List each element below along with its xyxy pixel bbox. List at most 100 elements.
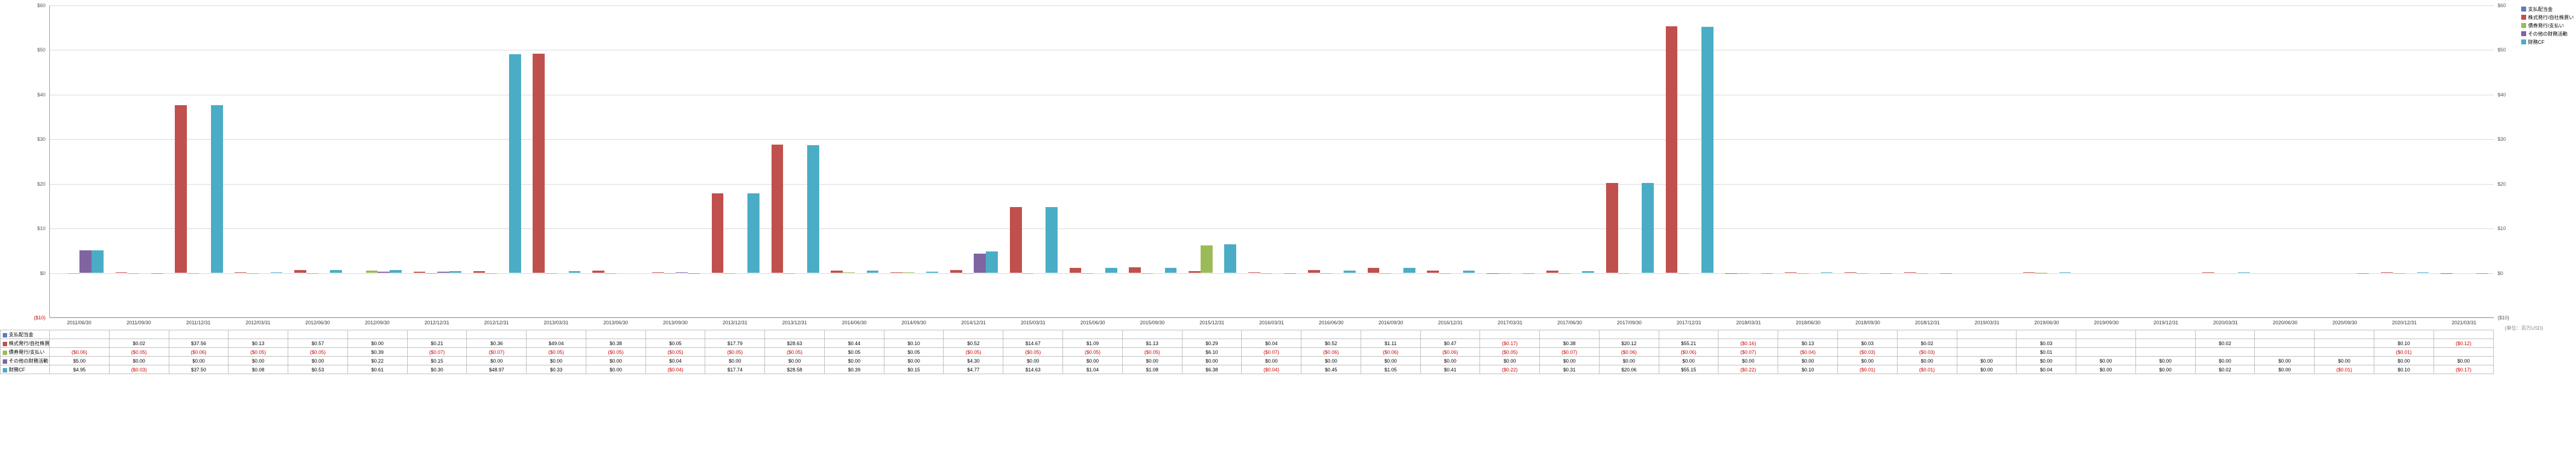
table-cell: ($0.05) [527,348,586,357]
bar [1308,270,1320,272]
table-cell [1718,330,1778,339]
table-cell: $0.00 [288,357,348,365]
table-cell: ($0.07) [1242,348,1301,357]
table-cell: $37.56 [169,339,229,348]
table-cell [1122,330,1182,339]
table-cell: $0.00 [1957,365,2017,374]
x-axis-label: 2017/12/31 [1677,320,1701,325]
table-cell: $0.04 [646,357,705,365]
bar [569,271,581,273]
bar [330,270,342,272]
table-cell [1003,330,1063,339]
legend-item: 株式発行/自社株買い [2521,14,2574,21]
table-cell: $0.45 [1301,365,1361,374]
table-cell: $1.09 [1063,339,1123,348]
table-cell: $28.63 [765,339,825,348]
bar [747,193,759,272]
table-cell [50,330,110,339]
table-cell: ($0.01) [2315,365,2374,374]
table-cell: $0.02 [2195,339,2255,348]
x-axis-label: 2016/06/30 [1319,320,1344,325]
table-cell: $0.00 [1361,357,1420,365]
table-cell: $28.58 [765,365,825,374]
bar [712,193,724,273]
table-row-header: 債券発行/支払い [1,348,50,357]
table-cell: $0.47 [1420,339,1480,348]
table-cell: $14.67 [1003,339,1063,348]
bar [1368,268,1380,273]
bar [390,270,402,273]
bar [1725,273,1737,274]
table-cell: ($0.05) [229,348,288,357]
x-axis-label: 2020/06/30 [2273,320,2298,325]
data-table: 支払配当金株式発行/自社株買い$0.02$37.56$0.13$0.57$0.0… [0,330,2494,374]
table-cell [1778,330,1838,339]
x-axis-label: 2011/09/30 [127,320,151,325]
y-tick-right: $0 [2498,271,2503,276]
table-cell [2135,348,2195,357]
table-cell [527,330,586,339]
x-axis-label: 2016/12/31 [1438,320,1463,325]
table-cell [2076,330,2136,339]
bar [366,271,378,272]
bar [2417,272,2429,273]
table-cell: $0.00 [347,339,407,348]
table-cell: $0.29 [1182,339,1242,348]
table-cell [2017,330,2076,339]
table-cell: $0.03 [1837,339,1897,348]
table-cell: $0.00 [109,357,169,365]
table-cell: $4.95 [50,365,110,374]
bar [867,271,879,272]
x-axis-label: 2013/09/30 [663,320,688,325]
legend-item: その他の財務活動 [2521,30,2574,37]
table-cell: $0.00 [2374,357,2434,365]
table-row-header: その他の財務活動 [1,357,50,365]
table-cell: $0.01 [2017,348,2076,357]
table-cell: $0.02 [1897,339,1957,348]
table-cell: $0.15 [884,365,944,374]
bar [1558,273,1570,274]
bar [1165,268,1177,273]
table-cell: $0.00 [1718,357,1778,365]
bar [772,145,784,272]
table-cell: $0.00 [2076,357,2136,365]
table-cell: ($0.07) [467,348,527,357]
x-axis-label: 2018/03/31 [1736,320,1761,325]
table-cell: ($0.05) [944,348,1003,357]
x-axis-label: 2014/06/30 [842,320,866,325]
table-cell: ($0.17) [1480,339,1540,348]
x-axis-label: 2012/09/30 [365,320,390,325]
table-cell: $0.00 [765,357,825,365]
x-axis-label: 2015/03/31 [1021,320,1046,325]
table-cell: $55.15 [1659,365,1718,374]
table-cell: $20.06 [1599,365,1659,374]
table-cell: ($0.03) [1837,348,1897,357]
bar [1046,207,1058,272]
bar [1189,271,1201,272]
bar [235,272,247,273]
table-cell [1182,330,1242,339]
x-axis-label: 2017/09/30 [1617,320,1642,325]
table-cell: $0.02 [109,339,169,348]
x-axis-label: 2013/06/30 [603,320,628,325]
table-cell: ($0.01) [1837,365,1897,374]
bar [485,273,497,274]
table-cell: $0.13 [229,339,288,348]
table-cell: $0.31 [1540,365,1600,374]
table-cell: $0.00 [2076,365,2136,374]
table-cell: ($0.05) [1003,348,1063,357]
table-cell: ($0.03) [1897,348,1957,357]
table-cell: $0.38 [1540,339,1600,348]
bar [890,272,903,273]
legend-item: 債券発行/支払い [2521,22,2574,29]
table-cell: ($0.03) [109,365,169,374]
table-cell [2255,339,2315,348]
bar [1463,271,1475,272]
legend-swatch [2521,31,2526,36]
table-cell [1540,330,1600,339]
table-cell: $4.30 [944,357,1003,365]
bar [986,251,998,273]
table-cell: $0.00 [1480,357,1540,365]
table-cell [2255,348,2315,357]
table-cell: $0.00 [1242,357,1301,365]
